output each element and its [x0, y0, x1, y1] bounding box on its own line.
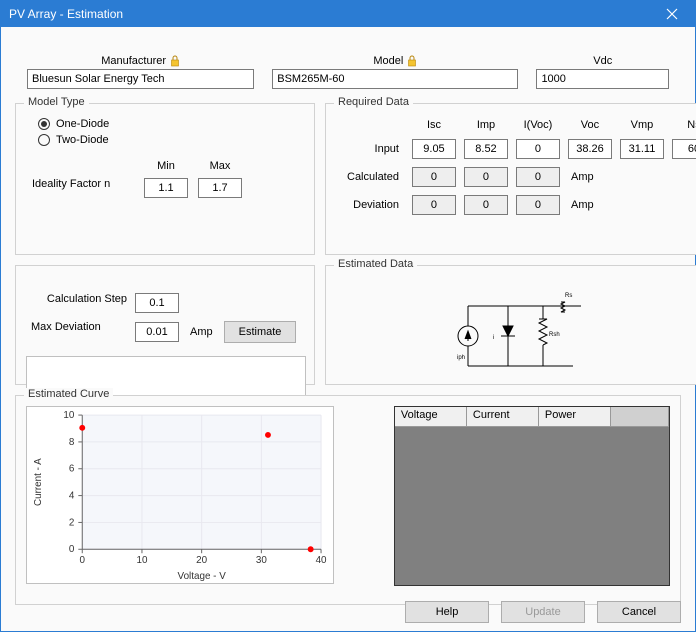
- grid-col-power[interactable]: Power: [539, 407, 611, 427]
- estcurve-title: Estimated Curve: [24, 388, 113, 400]
- calc-ivoc: 0: [516, 167, 560, 187]
- svg-text:30: 30: [256, 555, 267, 566]
- dev-ivoc: 0: [516, 195, 560, 215]
- svg-text:40: 40: [316, 555, 327, 566]
- vdc-label: Vdc: [593, 55, 612, 67]
- radio-one-diode[interactable]: One-Diode: [38, 118, 304, 130]
- svg-text:20: 20: [196, 555, 207, 566]
- radio-dot-icon: [38, 134, 50, 146]
- min-label: Min: [140, 158, 192, 174]
- close-button[interactable]: [657, 1, 687, 27]
- iph-label: iph: [457, 355, 465, 361]
- ideality-label: Ideality Factor n: [28, 176, 114, 192]
- maxdev-input[interactable]: [135, 322, 179, 342]
- required-title: Required Data: [334, 96, 413, 108]
- model-label: Model: [373, 55, 403, 67]
- lock-icon: [407, 55, 417, 67]
- grid-col-current[interactable]: Current: [467, 407, 539, 427]
- dev-isc: 0: [412, 195, 456, 215]
- estdata-title: Estimated Data: [334, 258, 417, 270]
- model-input[interactable]: [272, 69, 518, 89]
- ideality-min-input[interactable]: [144, 178, 188, 198]
- lock-icon: [170, 55, 180, 67]
- two-diode-label: Two-Diode: [56, 134, 109, 146]
- modeltype-title: Model Type: [24, 96, 89, 108]
- dev-imp: 0: [464, 195, 508, 215]
- col-ns: Ns: [669, 116, 696, 134]
- calc-row-label: Calculated: [344, 164, 407, 190]
- svg-text:6: 6: [69, 464, 75, 475]
- input-ns[interactable]: [672, 139, 696, 159]
- input-row-label: Input: [344, 136, 407, 162]
- input-vmp[interactable]: [620, 139, 664, 159]
- svg-text:0: 0: [69, 544, 75, 555]
- input-voc[interactable]: [568, 139, 612, 159]
- svg-text:8: 8: [69, 437, 75, 448]
- svg-text:Current - A: Current - A: [33, 458, 44, 506]
- input-ivoc[interactable]: [516, 139, 560, 159]
- col-vmp: Vmp: [617, 116, 667, 134]
- cancel-button[interactable]: Cancel: [597, 601, 681, 623]
- col-ivoc: I(Voc): [513, 116, 563, 134]
- chart-area: 0 10 20 30 40 0 2 4 6 8 10 Voltage - V Current - A: [26, 406, 334, 584]
- amp-label: Amp: [565, 192, 615, 218]
- dev-row-label: Deviation: [344, 192, 407, 218]
- calc-imp: 0: [464, 167, 508, 187]
- schematic-diagram: iph i Rsh Rs: [336, 276, 696, 386]
- window-title: PV Array - Estimation: [9, 7, 657, 21]
- rs-label: Rs: [565, 293, 572, 299]
- svg-text:10: 10: [63, 410, 74, 421]
- data-grid[interactable]: Voltage Current Power: [394, 406, 670, 586]
- input-isc[interactable]: [412, 139, 456, 159]
- amp-label: Amp: [184, 318, 219, 346]
- svg-text:4: 4: [69, 491, 75, 502]
- calcstep-label: Calculation Step: [28, 290, 130, 308]
- ideality-max-input[interactable]: [198, 178, 242, 198]
- svg-text:Voltage - V: Voltage - V: [178, 571, 227, 582]
- max-label: Max: [194, 158, 246, 174]
- amp-label: Amp: [565, 164, 615, 190]
- col-isc: Isc: [409, 116, 459, 134]
- input-imp[interactable]: [464, 139, 508, 159]
- svg-text:0: 0: [80, 555, 86, 566]
- radio-dot-icon: [38, 118, 50, 130]
- help-button[interactable]: Help: [405, 601, 489, 623]
- calcstep-input[interactable]: [135, 293, 179, 313]
- grid-col-voltage[interactable]: Voltage: [395, 407, 467, 427]
- svg-text:2: 2: [69, 517, 74, 528]
- estimate-button[interactable]: Estimate: [224, 321, 297, 343]
- col-voc: Voc: [565, 116, 615, 134]
- maxdev-label: Max Deviation: [28, 318, 104, 336]
- vdc-input[interactable]: [536, 69, 669, 89]
- radio-two-diode[interactable]: Two-Diode: [38, 134, 304, 146]
- svg-text:10: 10: [136, 555, 147, 566]
- i-label: i: [493, 335, 494, 341]
- update-button: Update: [501, 601, 585, 623]
- manufacturer-label: Manufacturer: [101, 55, 166, 67]
- rsh-label: Rsh: [549, 332, 560, 338]
- manufacturer-input[interactable]: [27, 69, 254, 89]
- titlebar: PV Array - Estimation: [1, 1, 695, 27]
- one-diode-label: One-Diode: [56, 118, 109, 130]
- calc-isc: 0: [412, 167, 456, 187]
- col-imp: Imp: [461, 116, 511, 134]
